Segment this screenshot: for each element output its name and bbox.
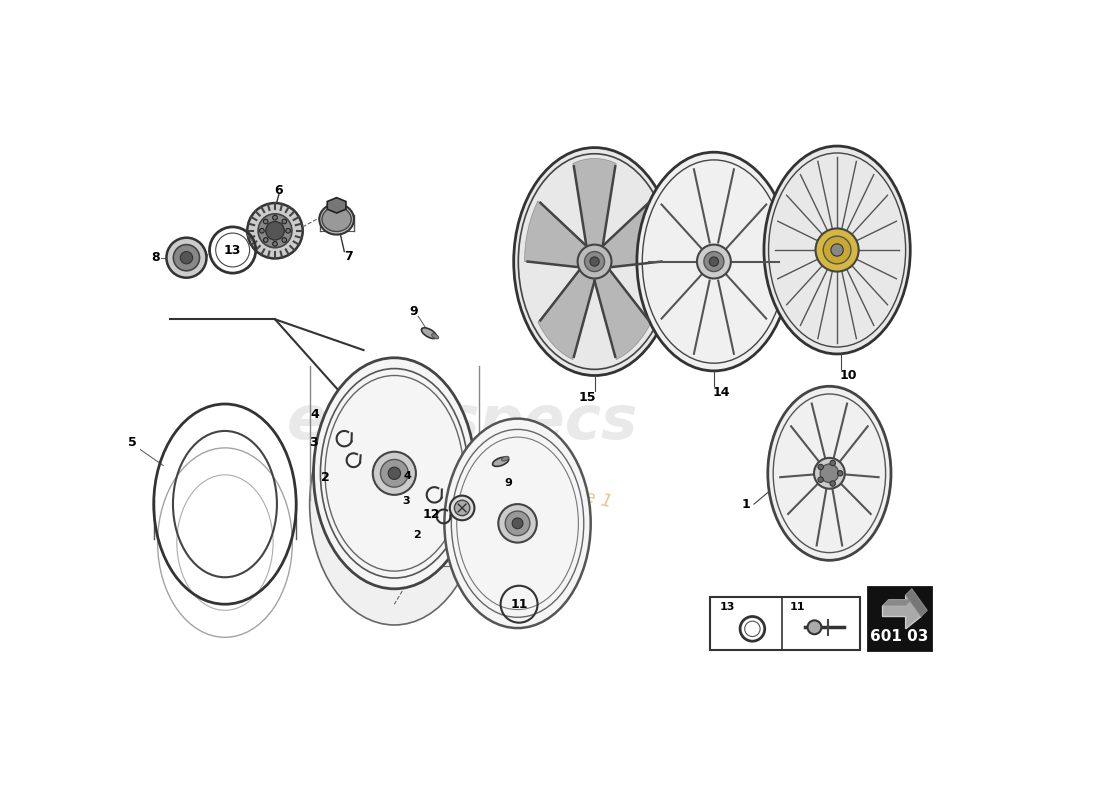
- Ellipse shape: [502, 457, 509, 461]
- Circle shape: [505, 511, 530, 536]
- Text: 2: 2: [321, 470, 329, 484]
- Circle shape: [263, 238, 268, 242]
- Circle shape: [450, 496, 474, 520]
- Circle shape: [388, 467, 400, 479]
- Polygon shape: [328, 198, 345, 213]
- Text: 11: 11: [790, 602, 805, 612]
- Bar: [868, 587, 931, 650]
- Circle shape: [273, 242, 277, 246]
- Circle shape: [814, 458, 845, 489]
- Text: 3: 3: [403, 496, 409, 506]
- Text: 10: 10: [840, 369, 857, 382]
- Circle shape: [513, 518, 522, 529]
- Circle shape: [273, 215, 277, 220]
- Circle shape: [498, 504, 537, 542]
- Ellipse shape: [493, 457, 508, 466]
- Circle shape: [263, 219, 268, 224]
- Polygon shape: [573, 158, 616, 246]
- Circle shape: [578, 245, 612, 278]
- Circle shape: [454, 500, 470, 516]
- Circle shape: [266, 222, 284, 240]
- Bar: [711, 597, 860, 650]
- Circle shape: [258, 214, 292, 248]
- Text: 9: 9: [409, 305, 418, 318]
- Text: 13: 13: [224, 243, 241, 257]
- Polygon shape: [882, 599, 912, 606]
- Circle shape: [260, 229, 264, 233]
- Text: 3: 3: [309, 436, 318, 449]
- Circle shape: [180, 251, 192, 264]
- Ellipse shape: [768, 386, 891, 560]
- Circle shape: [821, 464, 838, 482]
- Polygon shape: [905, 589, 927, 617]
- Polygon shape: [538, 267, 594, 360]
- Ellipse shape: [421, 328, 437, 338]
- Ellipse shape: [319, 204, 354, 234]
- Circle shape: [381, 459, 408, 487]
- Polygon shape: [594, 267, 651, 360]
- Circle shape: [815, 229, 859, 271]
- Text: 601 03: 601 03: [870, 629, 928, 644]
- Text: 7: 7: [344, 250, 352, 262]
- Ellipse shape: [444, 418, 591, 628]
- Bar: [418, 474, 491, 566]
- Text: 4: 4: [310, 407, 319, 421]
- Text: eurospecs: eurospecs: [286, 393, 638, 452]
- Text: 11: 11: [510, 598, 528, 610]
- Ellipse shape: [310, 383, 480, 625]
- Text: 12: 12: [422, 508, 440, 521]
- Circle shape: [286, 229, 290, 233]
- Circle shape: [584, 251, 605, 271]
- Circle shape: [248, 203, 302, 258]
- Circle shape: [807, 620, 822, 634]
- Ellipse shape: [322, 207, 351, 231]
- Circle shape: [818, 464, 824, 470]
- Circle shape: [174, 245, 199, 270]
- Text: 15: 15: [579, 390, 595, 403]
- Text: 1: 1: [741, 498, 750, 510]
- Circle shape: [282, 219, 287, 224]
- Ellipse shape: [431, 334, 439, 338]
- Ellipse shape: [763, 146, 911, 354]
- Circle shape: [697, 245, 730, 278]
- Circle shape: [830, 244, 844, 256]
- Ellipse shape: [637, 152, 791, 371]
- Text: 9: 9: [505, 478, 513, 488]
- Text: 5: 5: [129, 436, 136, 449]
- Circle shape: [282, 238, 287, 242]
- Ellipse shape: [314, 358, 475, 589]
- Polygon shape: [882, 595, 921, 629]
- Ellipse shape: [514, 147, 675, 375]
- Circle shape: [837, 470, 843, 476]
- Text: 6: 6: [275, 184, 283, 198]
- Circle shape: [823, 236, 851, 264]
- Circle shape: [590, 257, 600, 266]
- Text: 13: 13: [719, 602, 735, 612]
- Circle shape: [704, 251, 724, 271]
- Circle shape: [373, 452, 416, 495]
- Text: 4: 4: [404, 470, 411, 481]
- Text: 14: 14: [713, 386, 730, 399]
- Circle shape: [830, 481, 835, 486]
- Text: a passion for parts since 1: a passion for parts since 1: [378, 445, 614, 511]
- Circle shape: [710, 257, 718, 266]
- Text: 2: 2: [414, 530, 421, 540]
- Circle shape: [818, 477, 824, 482]
- Polygon shape: [603, 201, 664, 267]
- Circle shape: [166, 238, 207, 278]
- Circle shape: [830, 460, 835, 466]
- Text: 8: 8: [152, 251, 160, 264]
- Polygon shape: [525, 201, 586, 267]
